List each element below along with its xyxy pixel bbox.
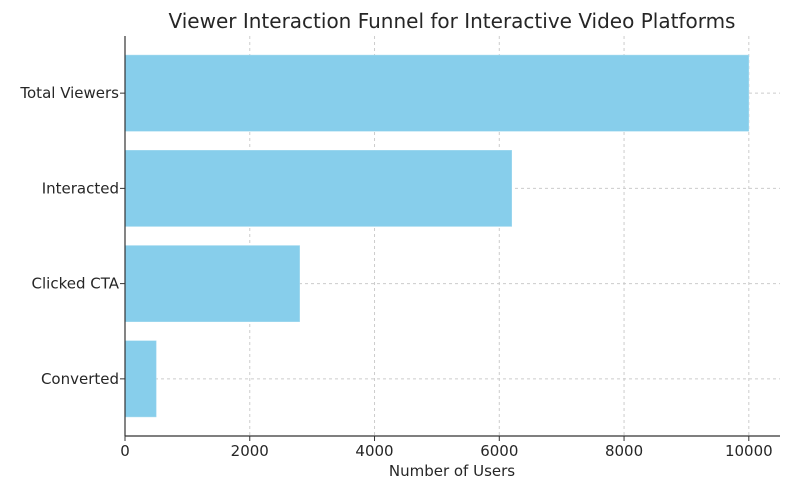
bar-clicked-cta (124, 245, 300, 322)
x-tick-label: 10000 (725, 442, 773, 460)
x-tick-label: 8000 (605, 442, 643, 460)
y-tick-label: Interacted (42, 179, 119, 197)
x-tick-label: 0 (120, 442, 130, 460)
bar-total-viewers (124, 54, 750, 132)
x-tick-label: 2000 (231, 442, 269, 460)
x-axis-label: Number of Users (389, 462, 515, 480)
y-tick-label: Total Viewers (19, 84, 119, 102)
y-tick-label: Clicked CTA (32, 275, 120, 293)
bars (124, 54, 750, 418)
x-tick-label: 4000 (355, 442, 393, 460)
chart-title: Viewer Interaction Funnel for Interactiv… (169, 9, 736, 33)
y-tick-label: Converted (41, 370, 119, 388)
axes: 0 2000 4000 6000 8000 10000 Total Viewers Inter… (19, 36, 780, 460)
bar-converted (124, 340, 157, 418)
x-tick-label: 6000 (480, 442, 518, 460)
bar-interacted (124, 150, 513, 227)
